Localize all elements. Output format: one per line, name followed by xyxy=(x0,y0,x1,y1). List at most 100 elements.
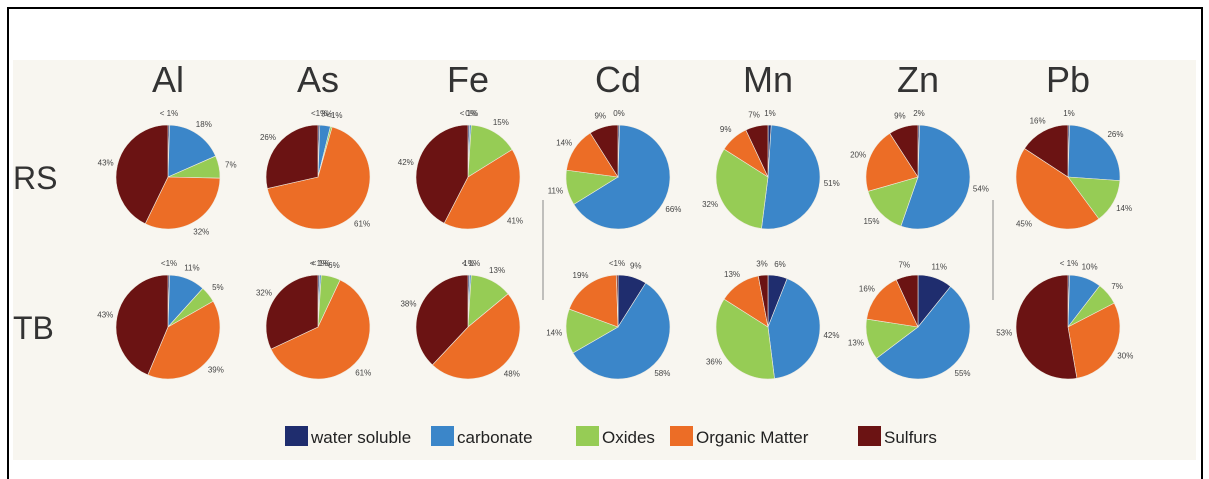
pie-label-rs-al-sulfurs: 43% xyxy=(98,159,114,168)
column-title-as: As xyxy=(297,60,339,100)
pie-slice-rs-mn-sulfurs xyxy=(745,124,769,178)
pie-label-rs-fe-water-soluble: < 1% xyxy=(460,109,478,118)
pie-label-rs-mn-oxides: 32% xyxy=(702,200,718,209)
pie-label-rs-pb-sulfurs: 16% xyxy=(1030,117,1046,126)
pie-label-rs-pb-carbonate: 26% xyxy=(1107,130,1123,139)
pie-slice-rs-fe-oxides xyxy=(467,124,513,178)
pie-slice-rs-mn-carbonate xyxy=(761,124,821,230)
pie-label-tb-cd-water-soluble: 9% xyxy=(630,262,642,271)
pie-label-rs-al-oxides: 7% xyxy=(225,161,237,170)
pie-slice-rs-zn-sulfurs xyxy=(889,124,919,179)
column-title-pb: Pb xyxy=(1046,60,1090,100)
pie-label-tb-zn-oxides: 13% xyxy=(848,339,864,348)
pie-label-tb-zn-carbonate: 55% xyxy=(955,369,971,378)
pie-slice-tb-mn-sulfurs xyxy=(757,274,769,328)
legend-swatch-sulfurs xyxy=(858,426,881,446)
pie-label-tb-mn-oxides: 36% xyxy=(706,357,722,366)
pie-label-rs-mn-carbonate: 51% xyxy=(824,179,840,188)
pie-label-rs-al-organic-matter: 32% xyxy=(193,228,209,237)
pie-label-rs-mn-water-soluble: 1% xyxy=(764,109,776,118)
pie-slice-rs-al-organic-matter xyxy=(144,176,221,230)
pie-label-rs-pb-organic-matter: 45% xyxy=(1016,219,1032,228)
pie-label-tb-as-carbonate: < 1% xyxy=(312,259,330,268)
pie-label-rs-zn-organic-matter: 20% xyxy=(850,151,866,160)
legend-swatch-carbonate xyxy=(431,426,454,446)
pie-label-tb-as-sulfurs: 32% xyxy=(256,289,272,298)
pie-slice-tb-as-organic-matter xyxy=(270,279,371,380)
pie-slice-rs-al-carbonate xyxy=(167,124,216,178)
pie-label-rs-as-water-soluble: <1% xyxy=(311,109,327,118)
pie-label-tb-cd-sulfurs: <1% xyxy=(609,259,625,268)
pie-label-tb-mn-water-soluble: 6% xyxy=(774,260,786,269)
pie-slice-tb-fe-organic-matter xyxy=(431,293,521,380)
pie-slice-rs-pb-organic-matter xyxy=(1015,148,1100,230)
pie-label-tb-as-water-soluble: < 1% xyxy=(310,259,328,268)
pie-label-tb-al-organic-matter: 39% xyxy=(208,365,224,374)
row-label-tb: TB xyxy=(13,310,54,346)
pie-label-rs-zn-sulfurs: 9% xyxy=(894,112,906,121)
pie-slice-tb-fe-sulfurs xyxy=(415,274,469,366)
column-title-cd: Cd xyxy=(595,60,641,100)
pie-slice-rs-pb-carbonate xyxy=(1067,124,1121,181)
legend-swatch-oxides xyxy=(576,426,599,446)
pie-label-tb-mn-organic-matter: 13% xyxy=(724,270,740,279)
pie-label-tb-mn-carbonate: 42% xyxy=(823,331,839,340)
pie-slice-tb-mn-carbonate xyxy=(767,278,821,379)
legend-swatch-water-soluble xyxy=(285,426,308,446)
pie-label-tb-fe-water-soluble: 1% xyxy=(463,259,475,268)
pie-label-rs-al-water-soluble: < 1% xyxy=(160,109,178,118)
pie-label-rs-pb-water-soluble: 1% xyxy=(1063,109,1075,118)
pie-label-tb-fe-sulfurs: 38% xyxy=(400,299,416,308)
pie-label-rs-mn-organic-matter: 9% xyxy=(720,125,732,134)
pie-label-rs-cd-sulfurs: 9% xyxy=(594,112,606,121)
column-title-al: Al xyxy=(152,60,184,100)
pie-slice-rs-fe-organic-matter xyxy=(443,149,521,230)
pie-slice-rs-al-sulfurs xyxy=(115,124,169,225)
pie-slice-rs-as-sulfurs xyxy=(265,124,319,189)
pie-label-rs-as-sulfurs: 26% xyxy=(260,133,276,142)
legend-swatch-organic-matter xyxy=(670,426,693,446)
pie-label-tb-zn-sulfurs: 7% xyxy=(899,260,911,269)
pie-slice-tb-cd-carbonate xyxy=(572,282,671,380)
pie-label-tb-al-sulfurs: 43% xyxy=(97,310,113,319)
column-title-mn: Mn xyxy=(743,60,793,100)
legend-label-water-soluble: water soluble xyxy=(310,428,411,447)
pie-slice-tb-as-sulfurs xyxy=(265,274,319,350)
pie-slice-rs-cd-sulfurs xyxy=(589,124,619,179)
pie-label-rs-al-carbonate: 18% xyxy=(196,120,212,129)
row-label-rs: RS xyxy=(13,160,57,196)
pie-slice-tb-zn-organic-matter xyxy=(866,279,919,328)
pie-label-tb-al-carbonate: 11% xyxy=(184,264,199,273)
pie-slice-rs-zn-organic-matter xyxy=(865,132,919,192)
pie-label-rs-zn-oxides: 15% xyxy=(863,217,879,226)
pie-label-tb-al-water-soluble: <1% xyxy=(161,259,177,268)
pie-label-tb-pb-carbonate: 10% xyxy=(1082,263,1098,272)
pie-slice-rs-fe-sulfurs xyxy=(415,124,469,224)
pie-slice-rs-cd-carbonate xyxy=(573,124,671,230)
pie-label-tb-al-oxides: 5% xyxy=(212,283,224,292)
pie-label-tb-mn-sulfurs: 3% xyxy=(756,259,768,268)
pie-slice-tb-cd-sulfurs xyxy=(616,274,619,328)
pie-label-rs-as-carbonate: 3% xyxy=(321,110,333,119)
legend-label-sulfurs: Sulfurs xyxy=(884,428,937,447)
pie-slice-tb-pb-organic-matter xyxy=(1067,302,1121,379)
pie-label-tb-zn-water-soluble: 11% xyxy=(932,263,947,272)
legend-label-organic-matter: Organic Matter xyxy=(696,428,809,447)
column-title-fe: Fe xyxy=(447,60,489,100)
pie-slice-rs-pb-sulfurs xyxy=(1024,124,1069,178)
pie-label-tb-as-organic-matter: 61% xyxy=(355,368,371,377)
legend-label-carbonate: carbonate xyxy=(457,428,533,447)
pie-label-rs-as-oxides: <1% xyxy=(326,111,342,120)
pie-slice-tb-mn-oxides xyxy=(715,298,775,380)
pie-label-tb-as-oxides: 6% xyxy=(328,261,340,270)
pie-slice-rs-as-organic-matter xyxy=(266,126,371,230)
pie-label-tb-cd-carbonate: 58% xyxy=(654,369,670,378)
pie-label-tb-pb-oxides: 7% xyxy=(1111,282,1123,291)
pie-label-tb-pb-water-soluble: < 1% xyxy=(1060,259,1078,268)
pie-slice-tb-al-organic-matter xyxy=(147,300,221,380)
pie-label-rs-cd-water-soluble: 0% xyxy=(613,109,625,118)
pie-label-rs-fe-oxides: 15% xyxy=(493,118,509,127)
pie-slice-tb-zn-sulfurs xyxy=(895,274,919,328)
pie-slice-tb-cd-organic-matter xyxy=(568,274,619,328)
